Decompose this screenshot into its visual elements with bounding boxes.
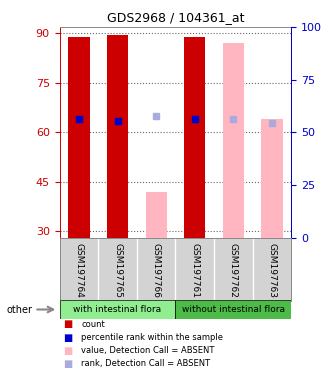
Bar <box>68 37 89 238</box>
Text: ■: ■ <box>63 359 72 369</box>
Text: value, Detection Call = ABSENT: value, Detection Call = ABSENT <box>81 346 214 355</box>
Text: with intestinal flora: with intestinal flora <box>73 305 162 314</box>
Text: ■: ■ <box>63 333 72 343</box>
Text: GSM197762: GSM197762 <box>229 243 238 298</box>
Text: GSM197766: GSM197766 <box>152 243 161 298</box>
Text: ■: ■ <box>63 319 72 329</box>
Bar <box>146 192 167 238</box>
Text: GSM197763: GSM197763 <box>267 243 276 298</box>
Bar <box>261 119 283 238</box>
Text: ■: ■ <box>63 346 72 356</box>
Bar <box>107 35 128 238</box>
Text: GSM197765: GSM197765 <box>113 243 122 298</box>
Title: GDS2968 / 104361_at: GDS2968 / 104361_at <box>107 11 244 24</box>
Text: GSM197764: GSM197764 <box>74 243 83 298</box>
Bar <box>223 43 244 238</box>
Bar <box>60 300 175 319</box>
Text: rank, Detection Call = ABSENT: rank, Detection Call = ABSENT <box>81 359 210 368</box>
Text: count: count <box>81 320 105 329</box>
Text: percentile rank within the sample: percentile rank within the sample <box>81 333 223 342</box>
Text: GSM197761: GSM197761 <box>190 243 199 298</box>
Bar <box>175 300 291 319</box>
Bar <box>184 37 205 238</box>
Text: without intestinal flora: without intestinal flora <box>182 305 285 314</box>
Text: other: other <box>7 305 33 315</box>
